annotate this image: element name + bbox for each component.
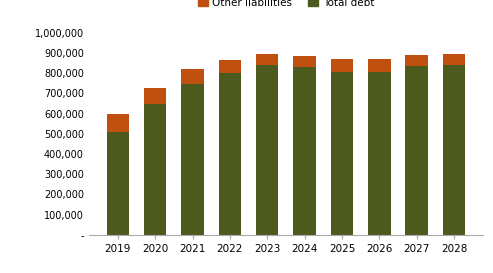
Bar — [144, 88, 167, 105]
Bar — [181, 84, 204, 235]
Bar — [219, 73, 241, 235]
Bar — [256, 54, 279, 65]
Bar — [405, 66, 428, 235]
Bar — [106, 132, 129, 235]
Bar — [443, 66, 465, 235]
Bar — [331, 72, 353, 235]
Bar — [405, 55, 428, 66]
Bar — [144, 105, 167, 235]
Bar — [256, 65, 279, 235]
Bar — [181, 69, 204, 84]
Bar — [219, 60, 241, 73]
Bar — [443, 54, 465, 66]
Bar — [331, 59, 353, 72]
Bar — [293, 67, 316, 235]
Bar — [293, 56, 316, 67]
Legend: Other liabilities, Total debt: Other liabilities, Total debt — [194, 0, 378, 12]
Bar — [368, 59, 390, 72]
Bar — [368, 72, 390, 235]
Bar — [106, 114, 129, 132]
